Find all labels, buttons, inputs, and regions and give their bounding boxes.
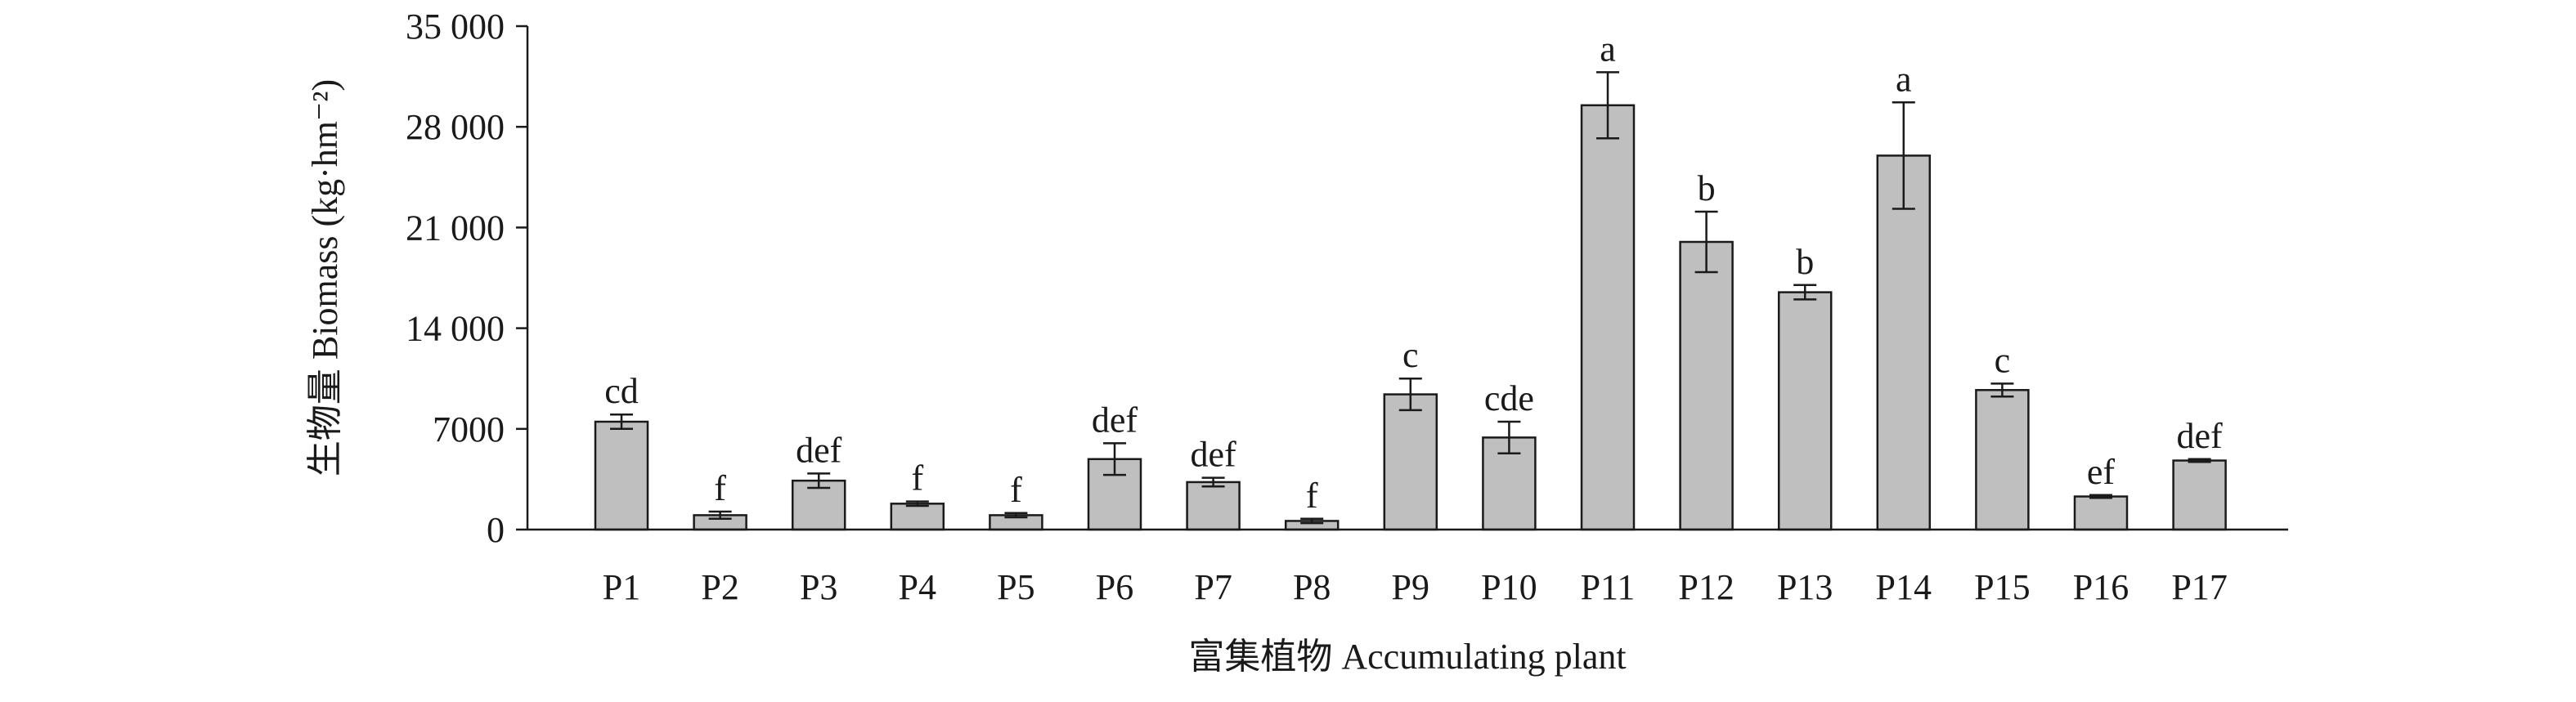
significance-letter: ef <box>2087 452 2116 492</box>
x-tick-label: P15 <box>1974 567 2030 607</box>
x-tick-labels-layer: P1 P2 P3 P4 P5 P6 P7 P8 P9 P10 P11 P12 P13 P14 P15 P16 P… <box>603 567 2228 607</box>
y-axis-title: 生物量 Biomass (kg·hm⁻²) <box>305 79 345 476</box>
x-tick-label: P9 <box>1392 567 1429 607</box>
x-tick-label: P7 <box>1194 567 1232 607</box>
y-ticks-layer: 0 7000 14 000 21 000 28 000 35 000 <box>406 7 527 550</box>
x-tick-label: P3 <box>800 567 837 607</box>
x-tick-label: P14 <box>1876 567 1932 607</box>
x-tick-label: P11 <box>1581 567 1636 607</box>
significance-letter: cde <box>1484 378 1534 418</box>
significance-letter: b <box>1698 168 1716 208</box>
bar-p17 <box>2172 459 2227 531</box>
x-tick-label: P16 <box>2073 567 2129 607</box>
x-tick-label: P17 <box>2171 567 2227 607</box>
bar-p13 <box>1777 291 1833 531</box>
significance-letter: a <box>1600 29 1616 69</box>
significance-letter: c <box>1402 335 1419 375</box>
bar-p7 <box>1186 481 1241 531</box>
bar-p14 <box>1876 154 1932 531</box>
significance-letter: b <box>1796 242 1814 282</box>
bar-p11 <box>1580 104 1636 531</box>
bar-p4 <box>890 503 945 531</box>
x-tick-label: P5 <box>997 567 1034 607</box>
x-tick-label: P4 <box>899 567 936 607</box>
significance-letter: def <box>1191 435 1237 475</box>
y-tick-label: 35 000 <box>406 7 505 47</box>
significance-letter: f <box>1010 470 1022 510</box>
y-tick-label: 0 <box>487 510 505 550</box>
bar-p1 <box>594 420 649 531</box>
x-axis-title: 富集植物 Accumulating plant <box>1188 637 1626 677</box>
bar-p9 <box>1383 393 1438 531</box>
y-tick-label: 7000 <box>433 409 505 449</box>
significance-letter: def <box>796 430 842 470</box>
x-tick-label: P8 <box>1293 567 1331 607</box>
significance-letter: def <box>2177 416 2224 456</box>
x-tick-label: P6 <box>1096 567 1133 607</box>
x-tick-label: P1 <box>603 567 640 607</box>
y-tick-label: 21 000 <box>406 208 505 248</box>
y-tick-label: 28 000 <box>406 107 505 147</box>
significance-letter: f <box>1306 476 1318 516</box>
x-tick-label: P10 <box>1481 567 1537 607</box>
bar-p12 <box>1679 240 1734 531</box>
bar-p15 <box>1975 389 2030 531</box>
x-tick-label: P12 <box>1678 567 1734 607</box>
significance-letters-layer: cd f def f f def def f c cde a b b a c ef def <box>604 29 2223 515</box>
significance-letter: a <box>1896 59 1912 99</box>
significance-letter: c <box>1995 340 2011 380</box>
x-tick-label: P2 <box>701 567 738 607</box>
bar-p16 <box>2073 495 2129 531</box>
y-tick-label: 14 000 <box>406 309 505 349</box>
error-bars-layer <box>610 71 2211 525</box>
axes-layer <box>526 26 2288 531</box>
significance-letter: f <box>911 458 923 499</box>
x-tick-label: P13 <box>1777 567 1833 607</box>
significance-letter: cd <box>604 371 639 411</box>
significance-letter: f <box>714 468 726 508</box>
significance-letter: def <box>1092 400 1138 440</box>
